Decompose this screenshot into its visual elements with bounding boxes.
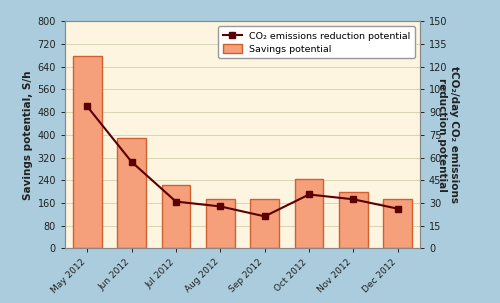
Bar xyxy=(206,199,234,248)
Bar xyxy=(73,56,102,248)
Bar xyxy=(250,199,279,248)
Y-axis label: Savings potential, S/h: Savings potential, S/h xyxy=(23,70,33,200)
Bar xyxy=(339,192,368,248)
Legend: CO₂ emissions reduction potential, Savings potential: CO₂ emissions reduction potential, Savin… xyxy=(218,26,416,58)
Bar xyxy=(294,179,324,248)
Y-axis label: tCO₂/day CO₂ emissions
reduction potential: tCO₂/day CO₂ emissions reduction potenti… xyxy=(437,66,458,203)
Bar xyxy=(117,138,146,248)
Bar xyxy=(384,199,412,248)
Bar xyxy=(162,185,190,248)
